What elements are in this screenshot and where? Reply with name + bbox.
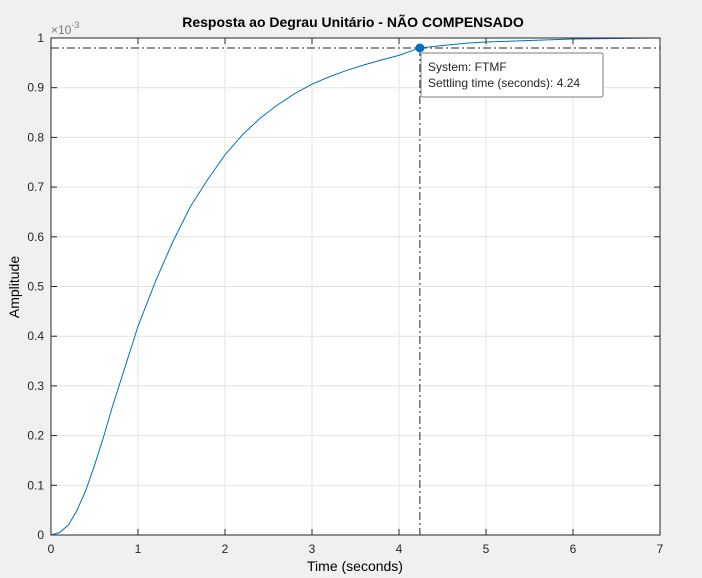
y-exponent-label: ×10-3 xyxy=(51,20,79,37)
y-tick-label: 0 xyxy=(37,528,44,542)
x-tick-label: 6 xyxy=(570,542,577,556)
y-tick-label: 0.2 xyxy=(27,429,44,443)
y-tick-label: 0.5 xyxy=(27,280,44,294)
chart-title: Resposta ao Degrau Unitário - NÃO COMPEN… xyxy=(182,13,524,30)
axis-ticks: 0 1 2 3 4 5 6 7 0 0.1 0.2 0.3 0.4 0.5 0.6 0.7 0.8 0.9 1 xyxy=(27,31,663,556)
step-response-line[interactable] xyxy=(50,37,661,536)
datatip-box xyxy=(420,52,604,98)
series-layer xyxy=(50,37,661,536)
x-tick-label: 5 xyxy=(483,542,490,556)
x-tick-label: 2 xyxy=(222,542,229,556)
x-tick-label: 3 xyxy=(309,542,316,556)
y-exponent-power: -3 xyxy=(71,20,79,30)
datatip-settling-text: Settling time (seconds): 4.24 xyxy=(428,76,580,90)
y-tick-label: 1 xyxy=(37,31,44,45)
y-tick-label: 0.9 xyxy=(27,81,44,95)
y-exponent-base: ×10 xyxy=(51,23,72,37)
x-tick-label: 0 xyxy=(48,542,55,556)
y-tick-label: 0.8 xyxy=(27,130,44,144)
y-tick-label: 0.6 xyxy=(27,230,44,244)
marker-layer xyxy=(415,43,425,53)
x-tick-label: 1 xyxy=(135,542,142,556)
x-axis-label: Time (seconds) xyxy=(307,558,403,574)
settling-time-marker[interactable] xyxy=(415,43,425,53)
y-axis-label: Amplitude xyxy=(6,256,22,318)
x-tick-label: 7 xyxy=(657,542,664,556)
datatip-system-text: System: FTMF xyxy=(428,60,507,74)
y-tick-label: 0.1 xyxy=(27,478,44,492)
settling-time-datatip[interactable]: System: FTMF Settling time (seconds): 4.… xyxy=(420,52,604,98)
y-tick-label: 0.4 xyxy=(27,329,44,343)
x-tick-label: 4 xyxy=(396,542,403,556)
y-tick-label: 0.7 xyxy=(27,180,44,194)
y-tick-label: 0.3 xyxy=(27,379,44,393)
